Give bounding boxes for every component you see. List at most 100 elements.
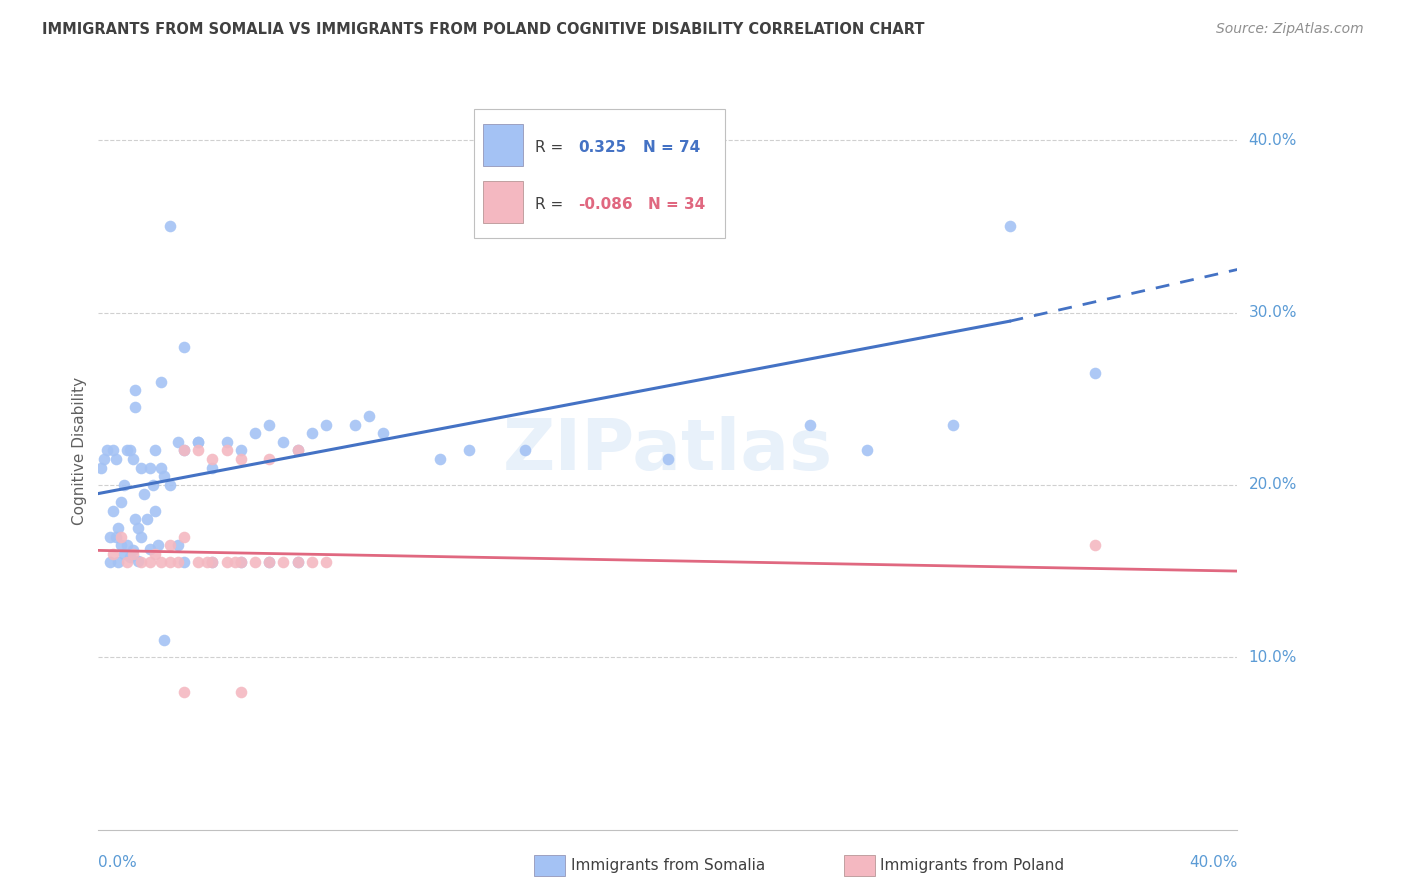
- Point: [101, 443, 124, 458]
- Point: [148, 538, 170, 552]
- Point: [1084, 366, 1107, 380]
- Text: 0.325: 0.325: [578, 140, 626, 154]
- Point: [515, 443, 537, 458]
- Point: [215, 443, 238, 458]
- Point: [110, 495, 132, 509]
- Point: [167, 434, 190, 449]
- Point: [173, 443, 195, 458]
- Point: [138, 556, 160, 570]
- Bar: [484, 124, 523, 166]
- Point: [187, 434, 209, 449]
- Point: [121, 547, 143, 561]
- Point: [153, 469, 176, 483]
- Point: [259, 417, 281, 432]
- Text: R =: R =: [534, 196, 562, 211]
- Point: [104, 452, 127, 467]
- Point: [138, 460, 160, 475]
- Point: [657, 452, 679, 467]
- Point: [429, 452, 451, 467]
- Point: [127, 554, 149, 568]
- Point: [124, 401, 146, 415]
- Text: 40.0%: 40.0%: [1249, 133, 1296, 148]
- Point: [229, 443, 252, 458]
- Text: 20.0%: 20.0%: [1249, 477, 1296, 492]
- Point: [104, 530, 127, 544]
- Point: [159, 556, 181, 570]
- Text: N = 74: N = 74: [643, 140, 700, 154]
- Text: 30.0%: 30.0%: [1249, 305, 1296, 320]
- Point: [132, 486, 155, 500]
- Point: [187, 434, 209, 449]
- Point: [118, 443, 141, 458]
- Point: [201, 460, 224, 475]
- Point: [942, 417, 965, 432]
- Point: [173, 684, 195, 698]
- Point: [173, 340, 195, 354]
- Point: [315, 556, 337, 570]
- Point: [150, 460, 173, 475]
- Point: [115, 443, 138, 458]
- Point: [159, 538, 181, 552]
- Text: 10.0%: 10.0%: [1249, 649, 1296, 665]
- Point: [121, 543, 143, 558]
- Point: [201, 556, 224, 570]
- Point: [129, 460, 152, 475]
- Point: [229, 556, 252, 570]
- Text: ZIPatlas: ZIPatlas: [503, 416, 832, 485]
- Point: [287, 556, 309, 570]
- Point: [998, 219, 1021, 234]
- Point: [273, 434, 295, 449]
- Point: [101, 547, 124, 561]
- Point: [124, 512, 146, 526]
- Point: [273, 556, 295, 570]
- Point: [243, 556, 266, 570]
- Point: [159, 219, 181, 234]
- Point: [98, 556, 121, 570]
- Point: [856, 443, 879, 458]
- Bar: [484, 181, 523, 223]
- Point: [145, 443, 167, 458]
- Point: [118, 550, 141, 565]
- Text: 40.0%: 40.0%: [1189, 855, 1237, 870]
- Point: [138, 541, 160, 556]
- Point: [287, 443, 309, 458]
- Point: [173, 530, 195, 544]
- Text: -0.086: -0.086: [578, 196, 633, 211]
- Point: [799, 417, 821, 432]
- Point: [112, 478, 135, 492]
- Point: [1084, 538, 1107, 552]
- Point: [159, 478, 181, 492]
- Point: [107, 556, 129, 570]
- Point: [301, 556, 323, 570]
- Point: [107, 521, 129, 535]
- Point: [373, 426, 395, 441]
- Point: [141, 478, 163, 492]
- Point: [96, 443, 118, 458]
- Point: [101, 504, 124, 518]
- Point: [243, 426, 266, 441]
- Point: [259, 556, 281, 570]
- Point: [259, 556, 281, 570]
- Point: [229, 684, 252, 698]
- Point: [115, 556, 138, 570]
- Point: [112, 547, 135, 561]
- Point: [457, 443, 479, 458]
- Text: Immigrants from Poland: Immigrants from Poland: [880, 858, 1064, 872]
- Point: [110, 530, 132, 544]
- Point: [287, 443, 309, 458]
- Text: IMMIGRANTS FROM SOMALIA VS IMMIGRANTS FROM POLAND COGNITIVE DISABILITY CORRELATI: IMMIGRANTS FROM SOMALIA VS IMMIGRANTS FR…: [42, 22, 925, 37]
- Point: [301, 426, 323, 441]
- Point: [98, 530, 121, 544]
- Point: [121, 452, 143, 467]
- Point: [90, 460, 112, 475]
- Point: [145, 504, 167, 518]
- Point: [115, 538, 138, 552]
- Y-axis label: Cognitive Disability: Cognitive Disability: [72, 376, 87, 524]
- Point: [129, 530, 152, 544]
- Point: [224, 556, 246, 570]
- Point: [173, 556, 195, 570]
- Point: [150, 375, 173, 389]
- Point: [259, 452, 281, 467]
- Point: [173, 443, 195, 458]
- Point: [215, 556, 238, 570]
